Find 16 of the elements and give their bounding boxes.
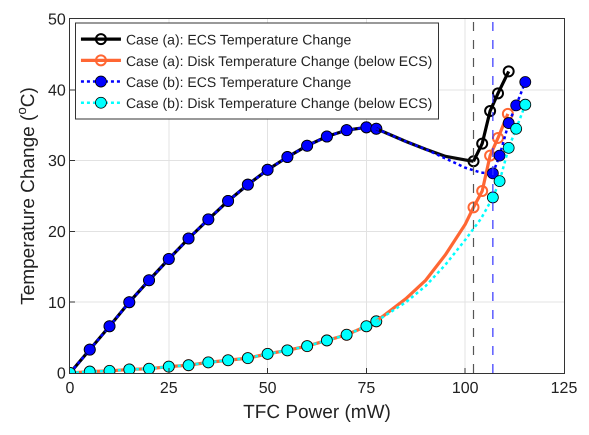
x-tick-label: 100 [452, 380, 479, 398]
x-tick-label: 50 [258, 380, 277, 398]
y-tick-label: 50 [48, 12, 66, 29]
x-tick-label: 125 [550, 380, 578, 398]
x-tick-label: 25 [160, 380, 178, 398]
y-tick-label: 40 [48, 82, 66, 100]
y-tick-label: 20 [48, 224, 66, 241]
y-tick-label: 0 [56, 366, 66, 383]
x-tick-label: 75 [358, 380, 376, 398]
x-axis-title: TFC Power (mW) [243, 402, 391, 423]
legend-label: Case (b): ECS Temperature Change [126, 74, 352, 90]
legend-label: Case (a): Disk Temperature Change (below ECS) [126, 52, 432, 69]
y-tick-label: 10 [48, 294, 66, 312]
legend-label: Case (a): ECS Temperature Change [126, 32, 352, 48]
y-tick-label: 30 [48, 153, 66, 170]
legend-label: Case (b): Disk Temperature Change (below ECS) [126, 95, 432, 112]
